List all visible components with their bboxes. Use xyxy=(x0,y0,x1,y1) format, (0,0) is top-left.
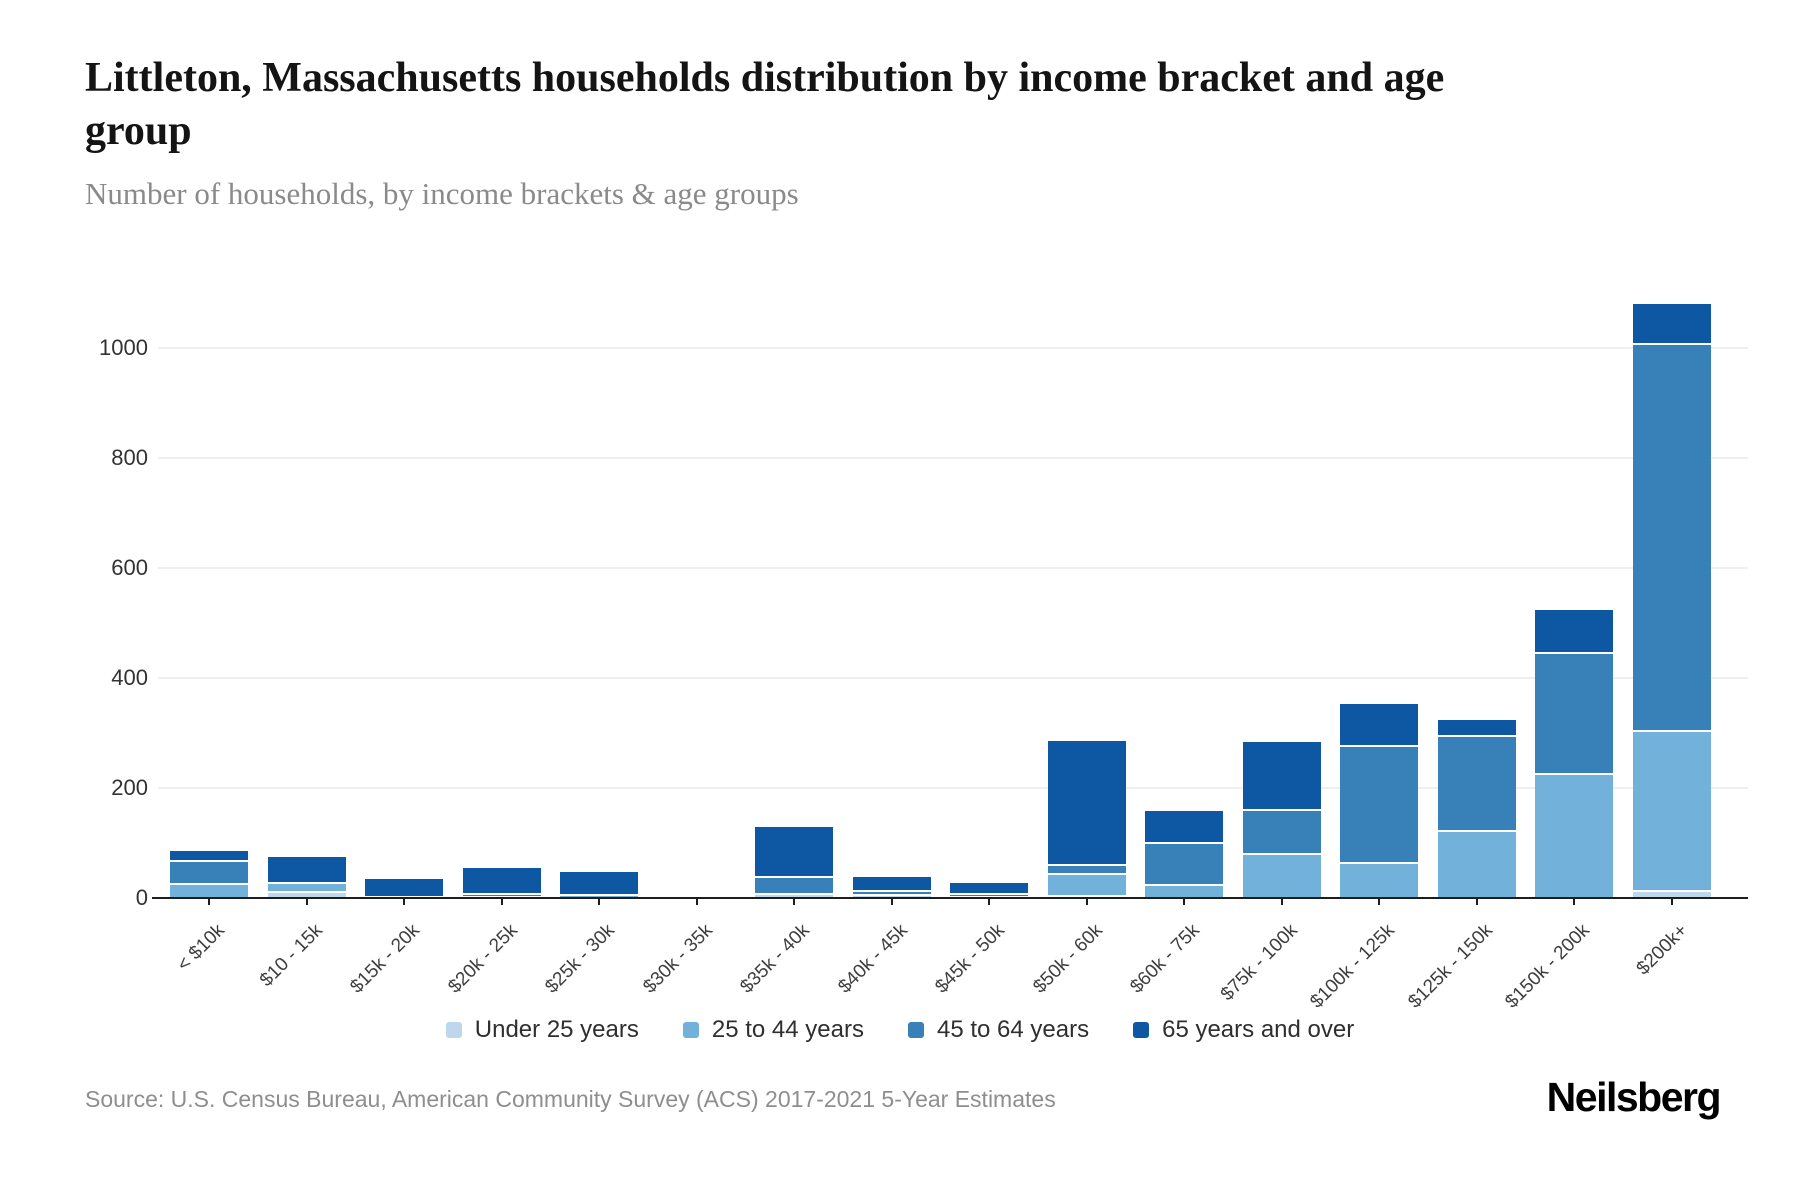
brand-logo: Neilsberg xyxy=(1546,1074,1722,1120)
plot-area xyxy=(152,290,1748,905)
bar-segment xyxy=(1632,730,1711,890)
bar-segment xyxy=(950,883,1028,894)
legend-swatch xyxy=(1133,1022,1150,1038)
y-tick-label: 600 xyxy=(111,555,148,580)
legend-item: 25 to 44 years xyxy=(682,1016,864,1044)
bar-segment xyxy=(560,893,638,898)
bar-segment xyxy=(1145,811,1223,843)
legend-label: 45 to 64 years xyxy=(936,1016,1090,1043)
gridline xyxy=(158,457,1748,459)
bar-segment xyxy=(1535,610,1613,653)
x-tick-mark xyxy=(1085,898,1088,905)
bar-segment xyxy=(1340,861,1418,898)
legend-label: 25 to 44 years xyxy=(711,1016,864,1043)
x-axis-line xyxy=(152,897,1748,899)
bar-segment xyxy=(1632,889,1711,898)
bar-segment xyxy=(1632,342,1711,731)
bar-segment xyxy=(1242,852,1321,898)
x-tick-mark xyxy=(403,898,405,905)
bar-segment xyxy=(1145,884,1223,898)
chart-subtitle: Number of households, by income brackets… xyxy=(85,176,799,211)
gridline xyxy=(158,567,1748,569)
bar-segment xyxy=(267,856,346,882)
legend-swatch xyxy=(682,1022,699,1038)
bar-segment xyxy=(1047,864,1126,874)
bar-segment xyxy=(755,876,833,893)
x-axis: < $10k $10 - 15k $15k - 20k $20k - 25k $25k … xyxy=(158,914,1748,1014)
bar-segment xyxy=(1437,829,1516,898)
x-tick-mark xyxy=(208,898,210,905)
x-tick-mark xyxy=(988,898,990,905)
legend-item: Under 25 years xyxy=(445,1016,639,1044)
bar-segment xyxy=(1535,772,1613,898)
bar-segment xyxy=(462,895,541,898)
bar-segment xyxy=(1340,745,1418,862)
gridline xyxy=(158,347,1748,349)
y-tick-label: 200 xyxy=(111,775,148,800)
bar-segment xyxy=(1242,741,1321,809)
bar-segment xyxy=(1047,741,1126,865)
bar-segment xyxy=(170,850,248,861)
y-tick-label: 0 xyxy=(135,885,148,910)
x-tick-mark xyxy=(305,898,308,905)
bar-segment xyxy=(1437,734,1516,830)
bar-segment xyxy=(1340,703,1418,746)
bar-segment xyxy=(1145,842,1223,885)
gridline xyxy=(158,787,1748,789)
bar-segment xyxy=(267,891,346,898)
bar-segment xyxy=(462,892,541,896)
bar-segment xyxy=(755,826,833,876)
bar-segment xyxy=(950,893,1028,896)
bar-segment xyxy=(852,893,931,898)
bar-segment xyxy=(462,867,541,893)
bar-segment xyxy=(1437,719,1516,735)
legend-swatch xyxy=(907,1022,924,1038)
y-tick-label: 800 xyxy=(111,445,148,470)
bar-segment xyxy=(950,895,1028,898)
legend-label: 65 years and over xyxy=(1162,1016,1355,1043)
bar-segment xyxy=(1242,808,1321,853)
legend-item: 65 years and over xyxy=(1133,1016,1354,1044)
bar-segment xyxy=(267,881,346,892)
y-tick-label: 400 xyxy=(111,665,148,690)
bar-segment xyxy=(1047,873,1126,896)
y-axis: 0 200 400 600 800 1000 xyxy=(40,290,148,910)
x-tick-mark xyxy=(1378,898,1380,905)
legend-label: Under 25 years xyxy=(474,1016,639,1043)
x-tick-mark xyxy=(1183,898,1185,905)
bar-segment xyxy=(1047,895,1126,898)
gridline xyxy=(158,677,1748,679)
x-tick-mark xyxy=(890,898,893,905)
bar-segment xyxy=(852,877,931,891)
legend: Under 25 years 25 to 44 years 45 to 64 yea… xyxy=(0,1016,1800,1044)
legend-swatch xyxy=(445,1022,462,1038)
bar-segment xyxy=(852,890,931,894)
x-tick-mark xyxy=(1670,898,1673,905)
x-tick-mark xyxy=(1280,898,1283,905)
x-tick-mark xyxy=(793,898,795,905)
y-tick-label: 1000 xyxy=(99,335,148,360)
legend-item: 45 to 64 years xyxy=(907,1016,1090,1044)
bar-segment xyxy=(755,892,833,898)
x-tick-mark xyxy=(1475,898,1478,905)
bar-segment xyxy=(170,883,248,898)
bar-segment xyxy=(1632,304,1711,343)
bar-segment xyxy=(560,871,638,894)
bar-segment xyxy=(365,895,443,898)
bar-segment xyxy=(170,860,248,884)
chart-title: Littleton, Massachusetts households dist… xyxy=(85,55,1445,154)
x-tick-mark xyxy=(500,898,503,905)
bar-segment xyxy=(365,879,443,896)
x-tick-mark xyxy=(695,898,698,905)
x-tick-mark xyxy=(598,898,600,905)
source-note: Source: U.S. Census Bureau, American Com… xyxy=(85,1086,1056,1112)
x-tick-mark xyxy=(1573,898,1575,905)
bar-segment xyxy=(1535,652,1613,773)
